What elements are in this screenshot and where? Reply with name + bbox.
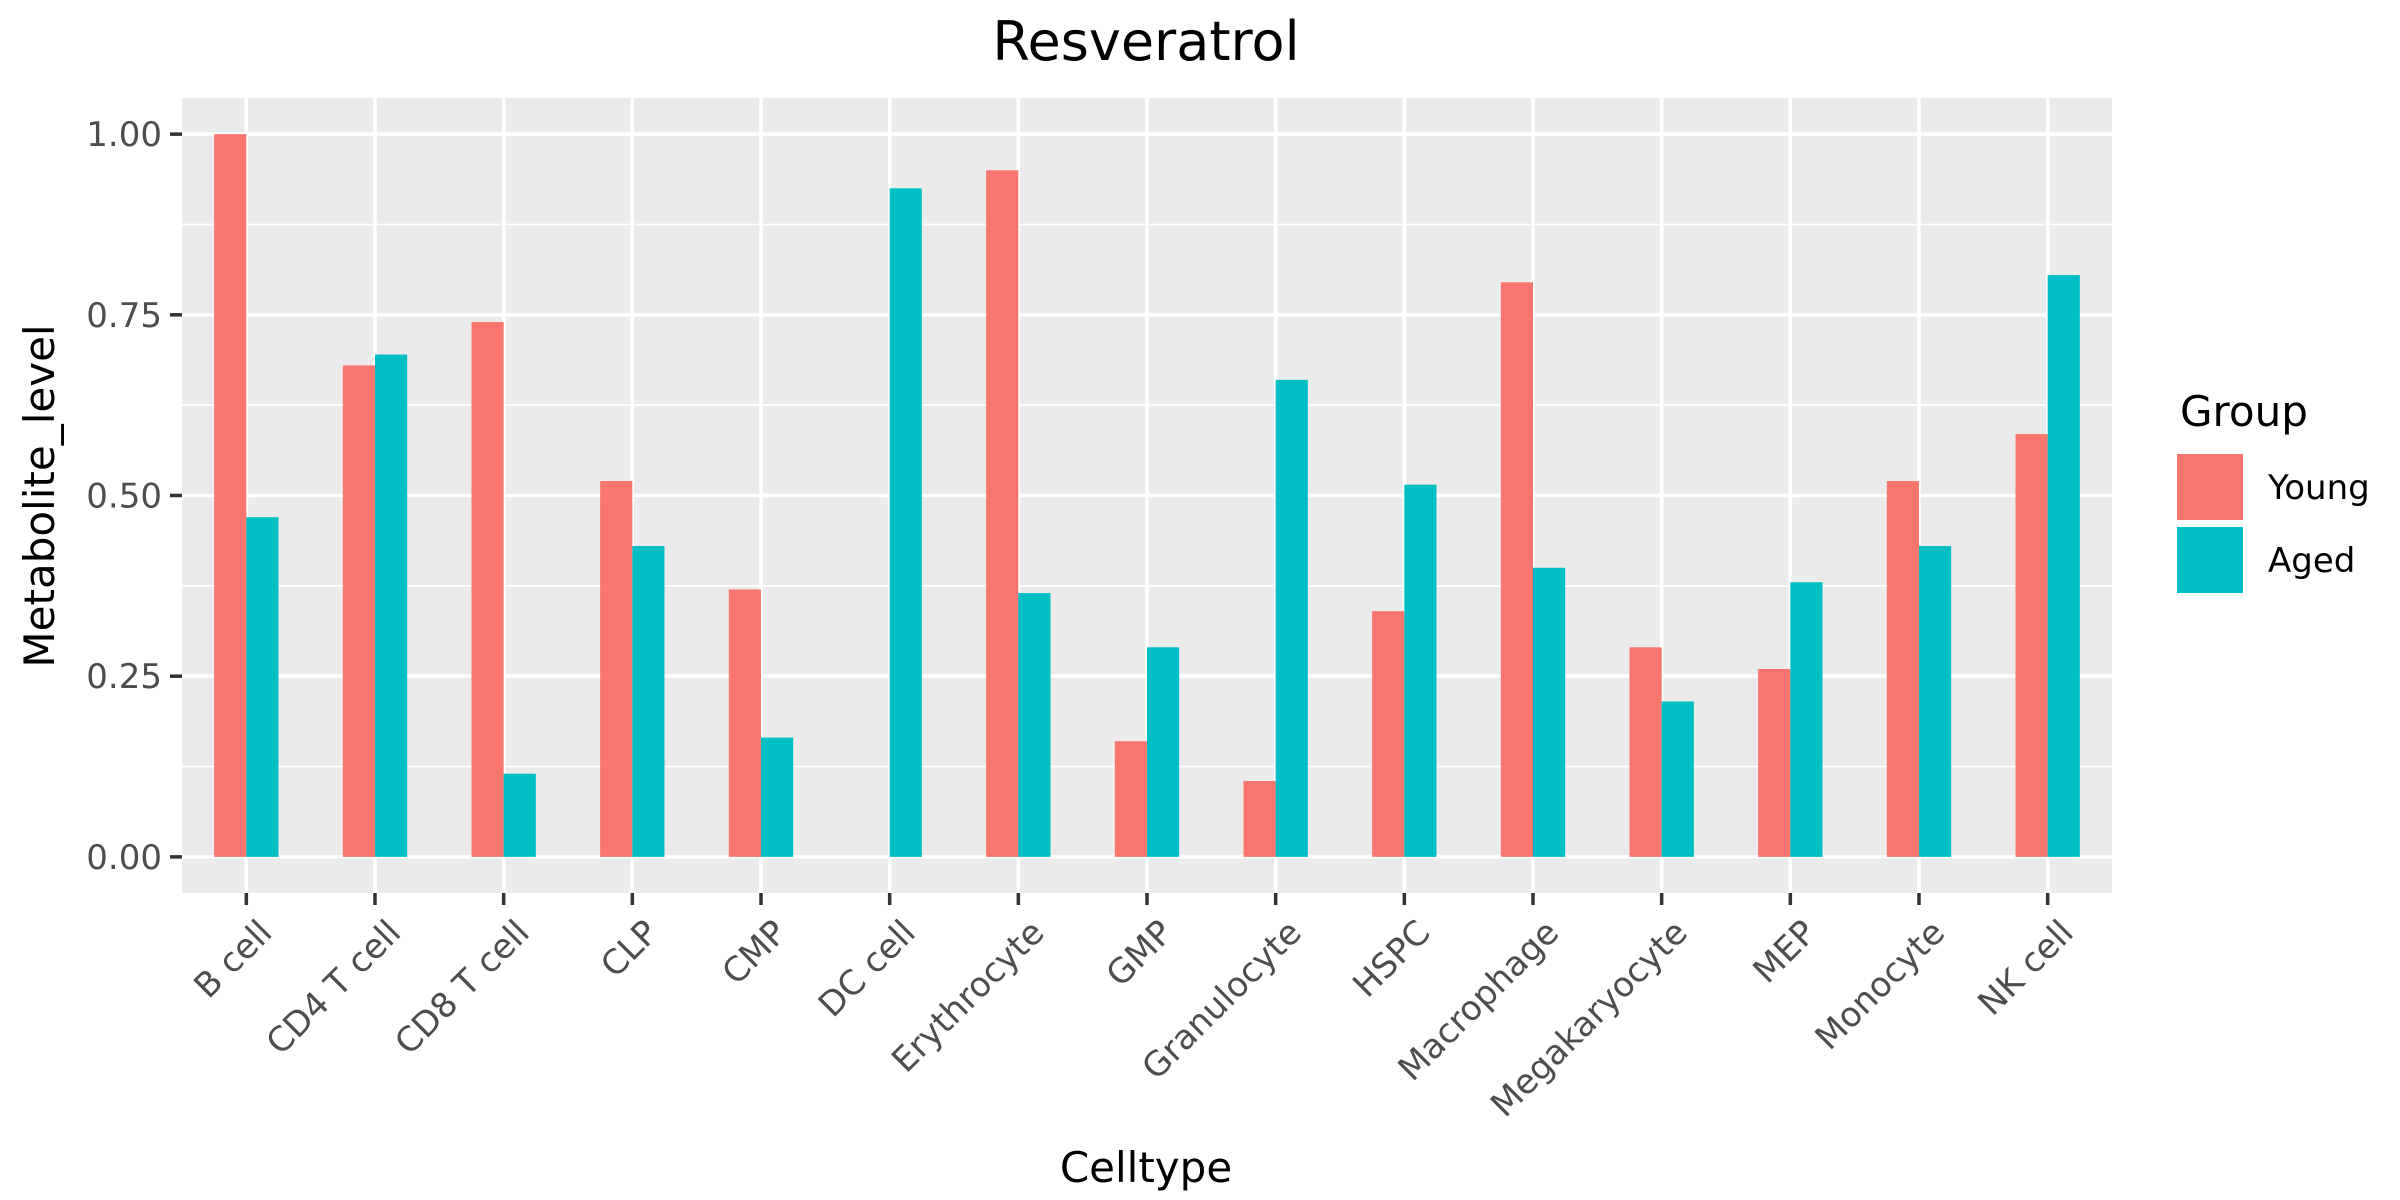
legend: Group Young Aged — [2177, 387, 2370, 593]
bar-young-hspc — [1372, 611, 1405, 857]
x-tick-label: B cell — [186, 913, 280, 1007]
legend-label-aged: Aged — [2268, 541, 2355, 581]
bar-young-cd8-t-cell — [471, 322, 504, 857]
bar-young-cmp — [728, 589, 761, 857]
y-tick-label: 0.25 — [86, 657, 162, 697]
bar-young-megakaryocyte — [1629, 647, 1662, 857]
chart-title: Resveratrol — [992, 10, 1299, 73]
bar-aged-cmp — [761, 737, 794, 857]
x-tick-label: CMP — [715, 913, 795, 993]
bar-aged-granulocyte — [1275, 379, 1308, 857]
bar-young-cd4-t-cell — [342, 365, 375, 857]
bar-aged-b-cell — [246, 517, 279, 857]
bar-aged-mep — [1790, 582, 1823, 857]
y-axis-title: Metabolite_level — [15, 324, 64, 667]
legend-key-aged — [2177, 527, 2243, 593]
bar-young-nk-cell — [2015, 434, 2048, 857]
legend-key-young — [2177, 454, 2243, 520]
bar-young-gmp — [1114, 741, 1147, 857]
bar-aged-cd8-t-cell — [503, 773, 536, 857]
bar-aged-erythrocyte — [1018, 593, 1051, 857]
bar-young-granulocyte — [1243, 780, 1276, 857]
bar-aged-clp — [632, 546, 665, 857]
bar-young-macrophage — [1500, 282, 1533, 857]
x-tick-label: NK cell — [1971, 913, 2082, 1024]
bar-aged-monocyte — [1919, 546, 1952, 857]
x-tick-label: CD8 T cell — [387, 913, 537, 1063]
bar-aged-cd4-t-cell — [375, 354, 408, 857]
x-tick-label: CLP — [593, 913, 666, 986]
y-tick-label: 0.75 — [86, 296, 162, 336]
bar-young-monocyte — [1886, 481, 1919, 857]
x-tick-label: MEP — [1746, 913, 1825, 992]
x-tick-label: HSPC — [1345, 913, 1438, 1006]
x-tick-label: DC cell — [811, 913, 924, 1026]
bar-young-clp — [600, 481, 633, 857]
x-tick-label: CD4 T cell — [259, 913, 409, 1063]
y-tick-label: 1.00 — [86, 115, 162, 155]
bar-aged-hspc — [1404, 484, 1437, 857]
y-tick-label: 0.00 — [86, 838, 162, 878]
bar-aged-dc-cell — [889, 188, 922, 857]
bar-aged-gmp — [1147, 647, 1180, 857]
legend-title: Group — [2180, 387, 2308, 436]
y-axis: 0.00 0.25 0.50 0.75 1.00 — [86, 115, 182, 878]
x-tick-label: Monocyte — [1808, 913, 1953, 1058]
bar-young-mep — [1758, 668, 1791, 857]
bar-aged-nk-cell — [2047, 275, 2080, 857]
x-tick-label: GMP — [1099, 913, 1181, 995]
legend-label-young: Young — [2267, 468, 2370, 508]
y-tick-label: 0.50 — [86, 477, 162, 517]
bar-aged-macrophage — [1533, 567, 1566, 857]
bar-young-b-cell — [214, 134, 247, 857]
bar-young-erythrocyte — [986, 170, 1019, 857]
bars — [214, 134, 2080, 857]
x-axis-title: Celltype — [1060, 1143, 1232, 1192]
bar-aged-megakaryocyte — [1661, 701, 1694, 857]
